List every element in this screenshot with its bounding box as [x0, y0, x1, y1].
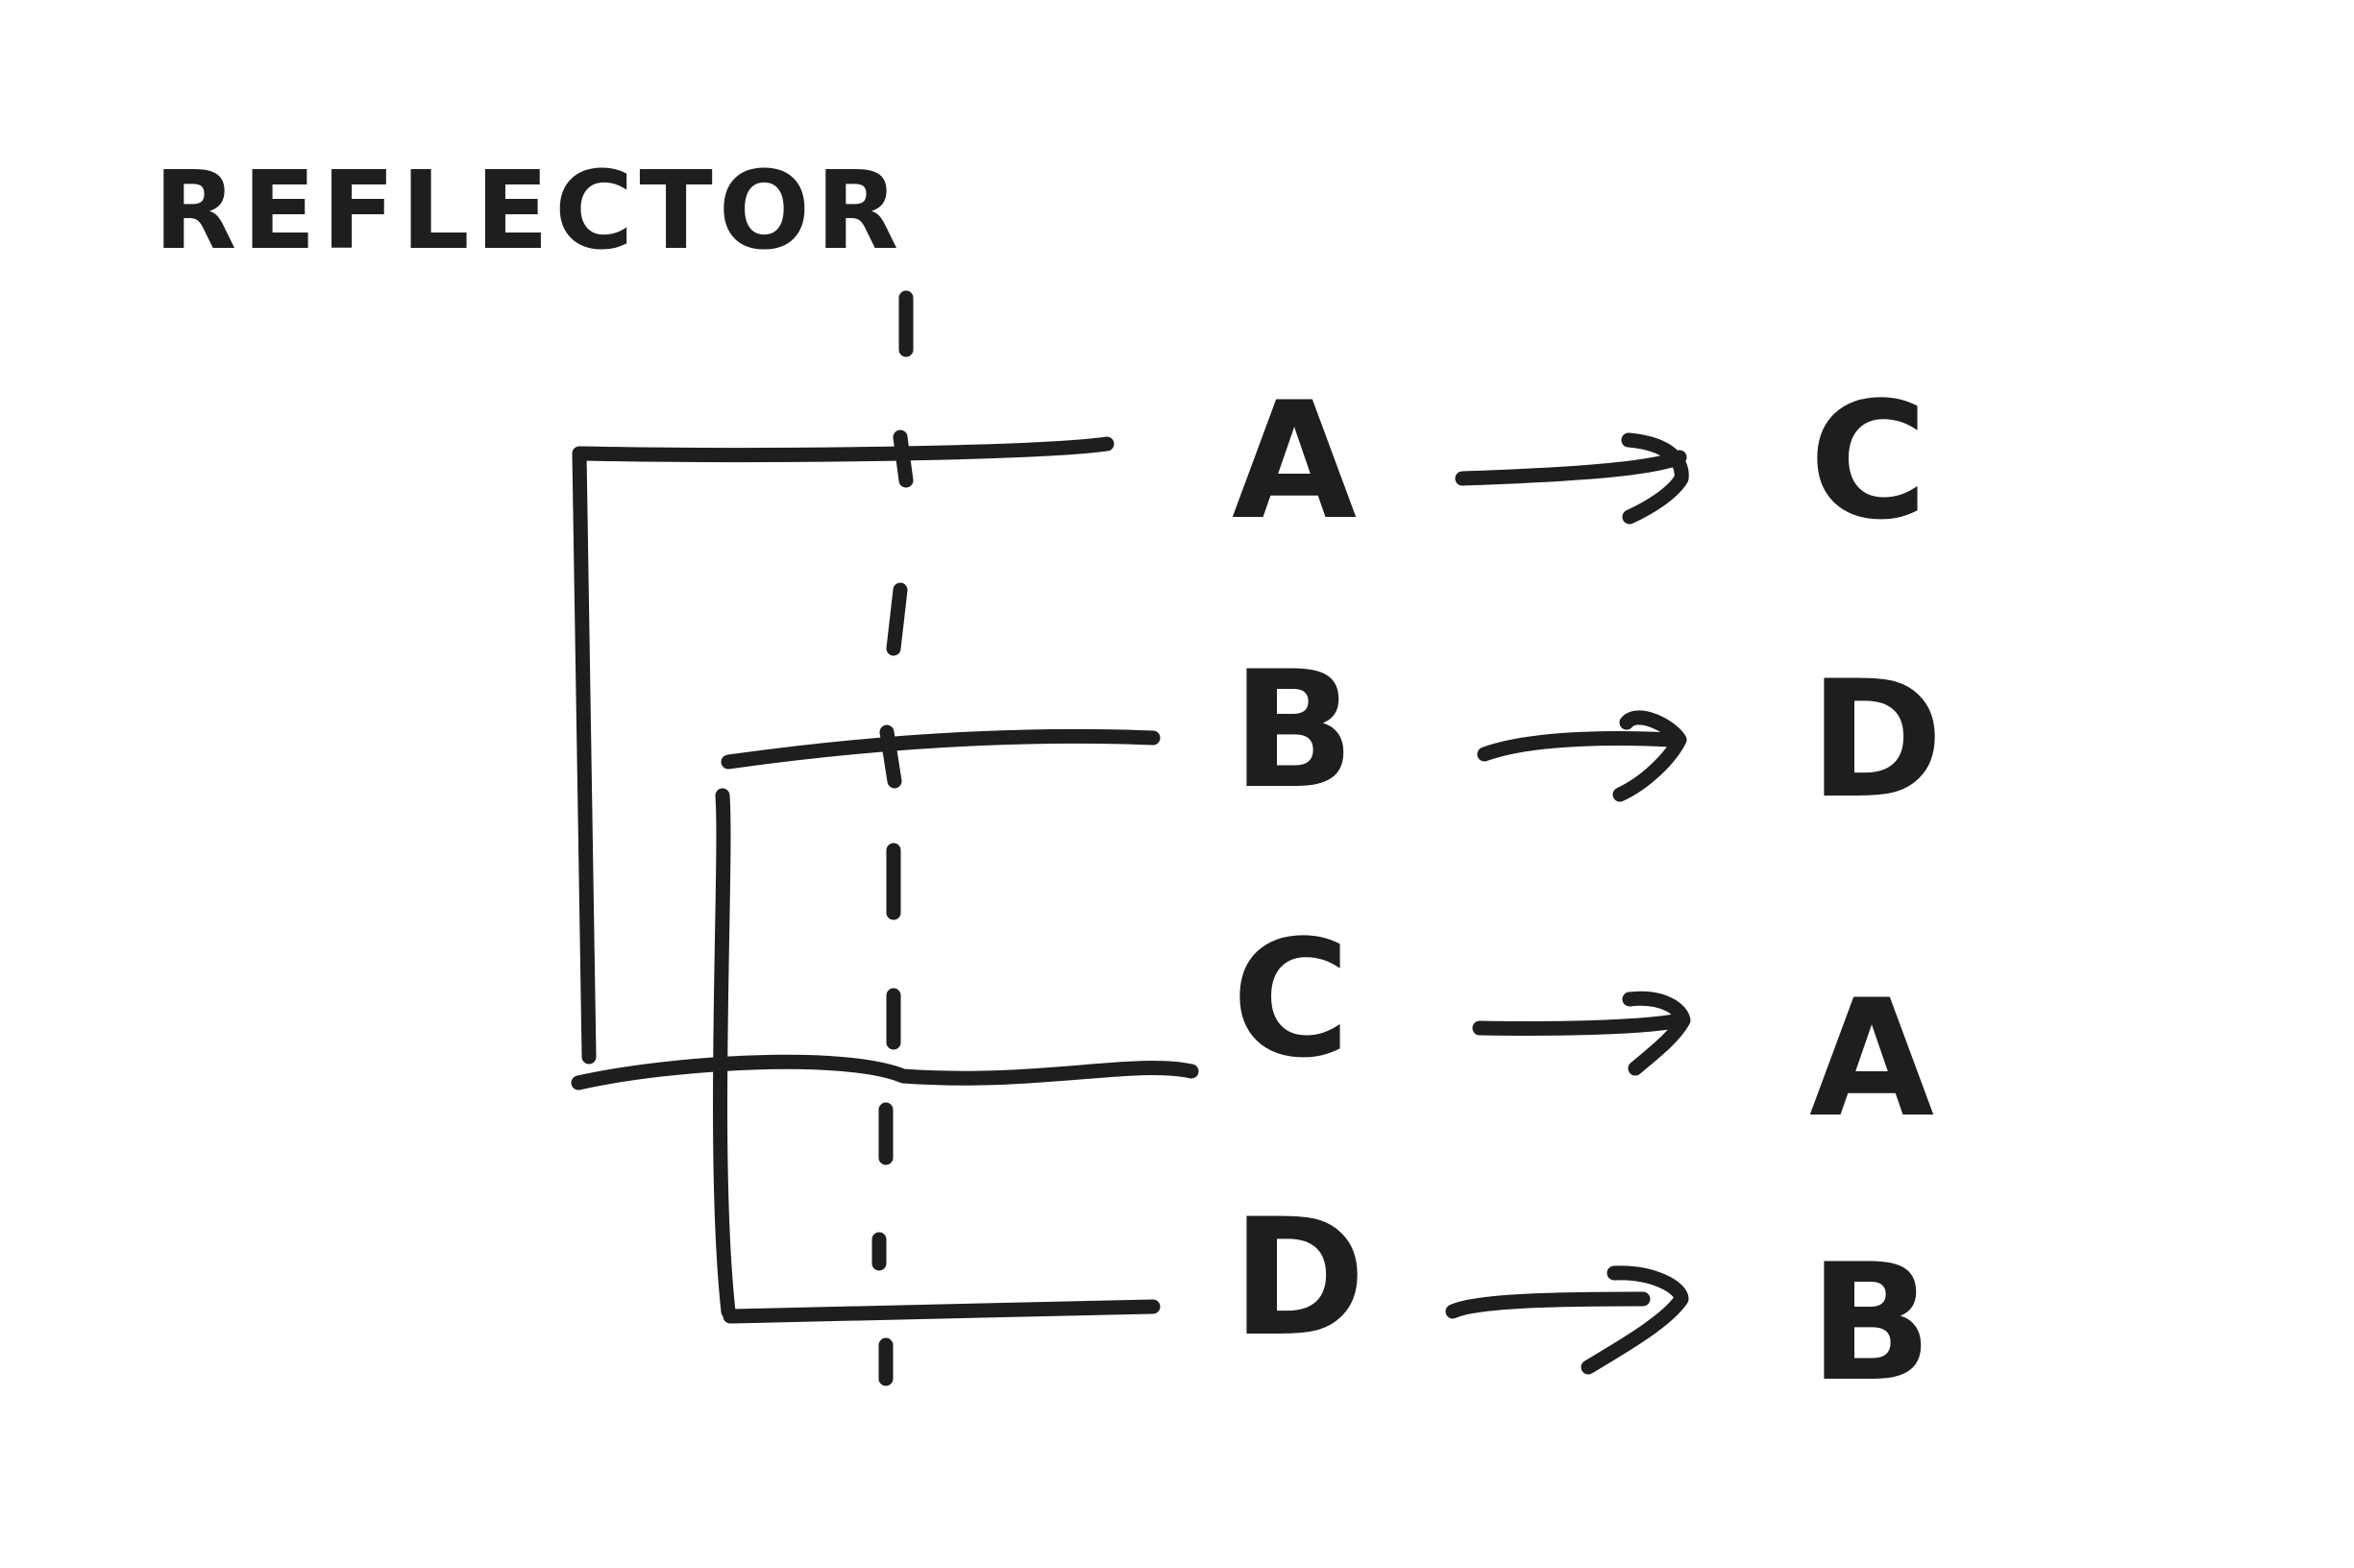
wire-b-d: [713, 728, 1161, 1324]
mapping-to-b: B: [1809, 1229, 1932, 1417]
arrow-icon: [1472, 991, 1691, 1076]
mapping-from-b: B: [1232, 636, 1355, 824]
mapping-to-a: A: [1809, 965, 1934, 1153]
arrow-icon: [1445, 1265, 1689, 1375]
mapping-to-d: D: [1809, 646, 1943, 834]
mapping-to-c: C: [1809, 367, 1927, 555]
diagram-title: REFLECTOR: [154, 149, 904, 274]
arrow-icon: [1477, 710, 1687, 802]
wire-a-c: [571, 436, 1199, 1090]
mapping-from-d: D: [1232, 1184, 1365, 1372]
arrow-icon: [1455, 432, 1689, 525]
mapping-from-c: C: [1232, 905, 1350, 1093]
mapping-from-a: A: [1232, 367, 1357, 555]
